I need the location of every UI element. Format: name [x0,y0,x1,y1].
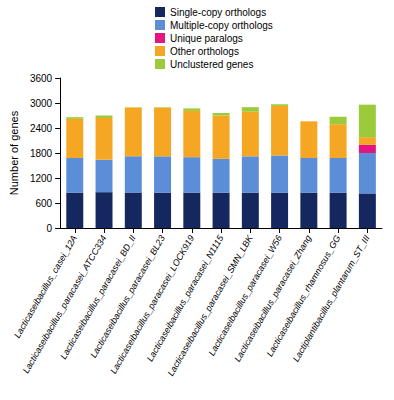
svg-text:1800: 1800 [30,148,53,159]
svg-text:Multiple-copy orthologs: Multiple-copy orthologs [170,20,273,31]
svg-text:Other orthologs: Other orthologs [170,46,239,57]
svg-text:Lacticaseibacillus_paracasei_S: Lacticaseibacillus_paracasei_SMN_LBK [165,233,255,378]
svg-text:Unique paralogs: Unique paralogs [170,33,243,44]
svg-text:Lacticaseibacillus_paracasei_L: Lacticaseibacillus_paracasei_LOCK919 [108,233,197,376]
svg-text:Unclustered genes: Unclustered genes [170,59,253,70]
svg-text:Lacticaseibacillus_paracasei_N: Lacticaseibacillus_paracasei_N1115 [144,233,226,364]
svg-text:3000: 3000 [30,98,53,109]
svg-text:0: 0 [47,223,53,234]
svg-text:Lacticaseibacillus_casei_12A: Lacticaseibacillus_casei_12A [12,233,80,340]
svg-text:600: 600 [35,198,52,209]
svg-text:2400: 2400 [30,123,53,134]
svg-text:Lacticaseibacillus_rhamnosus_G: Lacticaseibacillus_rhamnosus_GG [264,233,343,359]
svg-text:Lactiplantibacillus_plantarum_: Lactiplantibacillus_plantarum_ST_III [291,233,372,363]
svg-text:Lacticaseibacillus_paracasei_W: Lacticaseibacillus_paracasei_W56 [206,233,284,358]
svg-text:Number of genes: Number of genes [8,110,20,195]
svg-text:Lacticaseibacillus_paracasei_B: Lacticaseibacillus_paracasei_BD_II [58,233,138,361]
svg-text:3600: 3600 [30,73,53,84]
svg-text:Single-copy orthologs: Single-copy orthologs [170,7,266,18]
svg-text:1200: 1200 [30,173,53,184]
svg-text:Lacticaseibacillus_paracasei_B: Lacticaseibacillus_paracasei_BL23 [88,233,167,360]
svg-text:Lacticaseibacillus_paracasei_A: Lacticaseibacillus_paracasei_ATCC334 [20,233,109,375]
svg-text:Lacticaseibacillus_paracasei_Z: Lacticaseibacillus_paracasei_Zhang [232,233,314,364]
